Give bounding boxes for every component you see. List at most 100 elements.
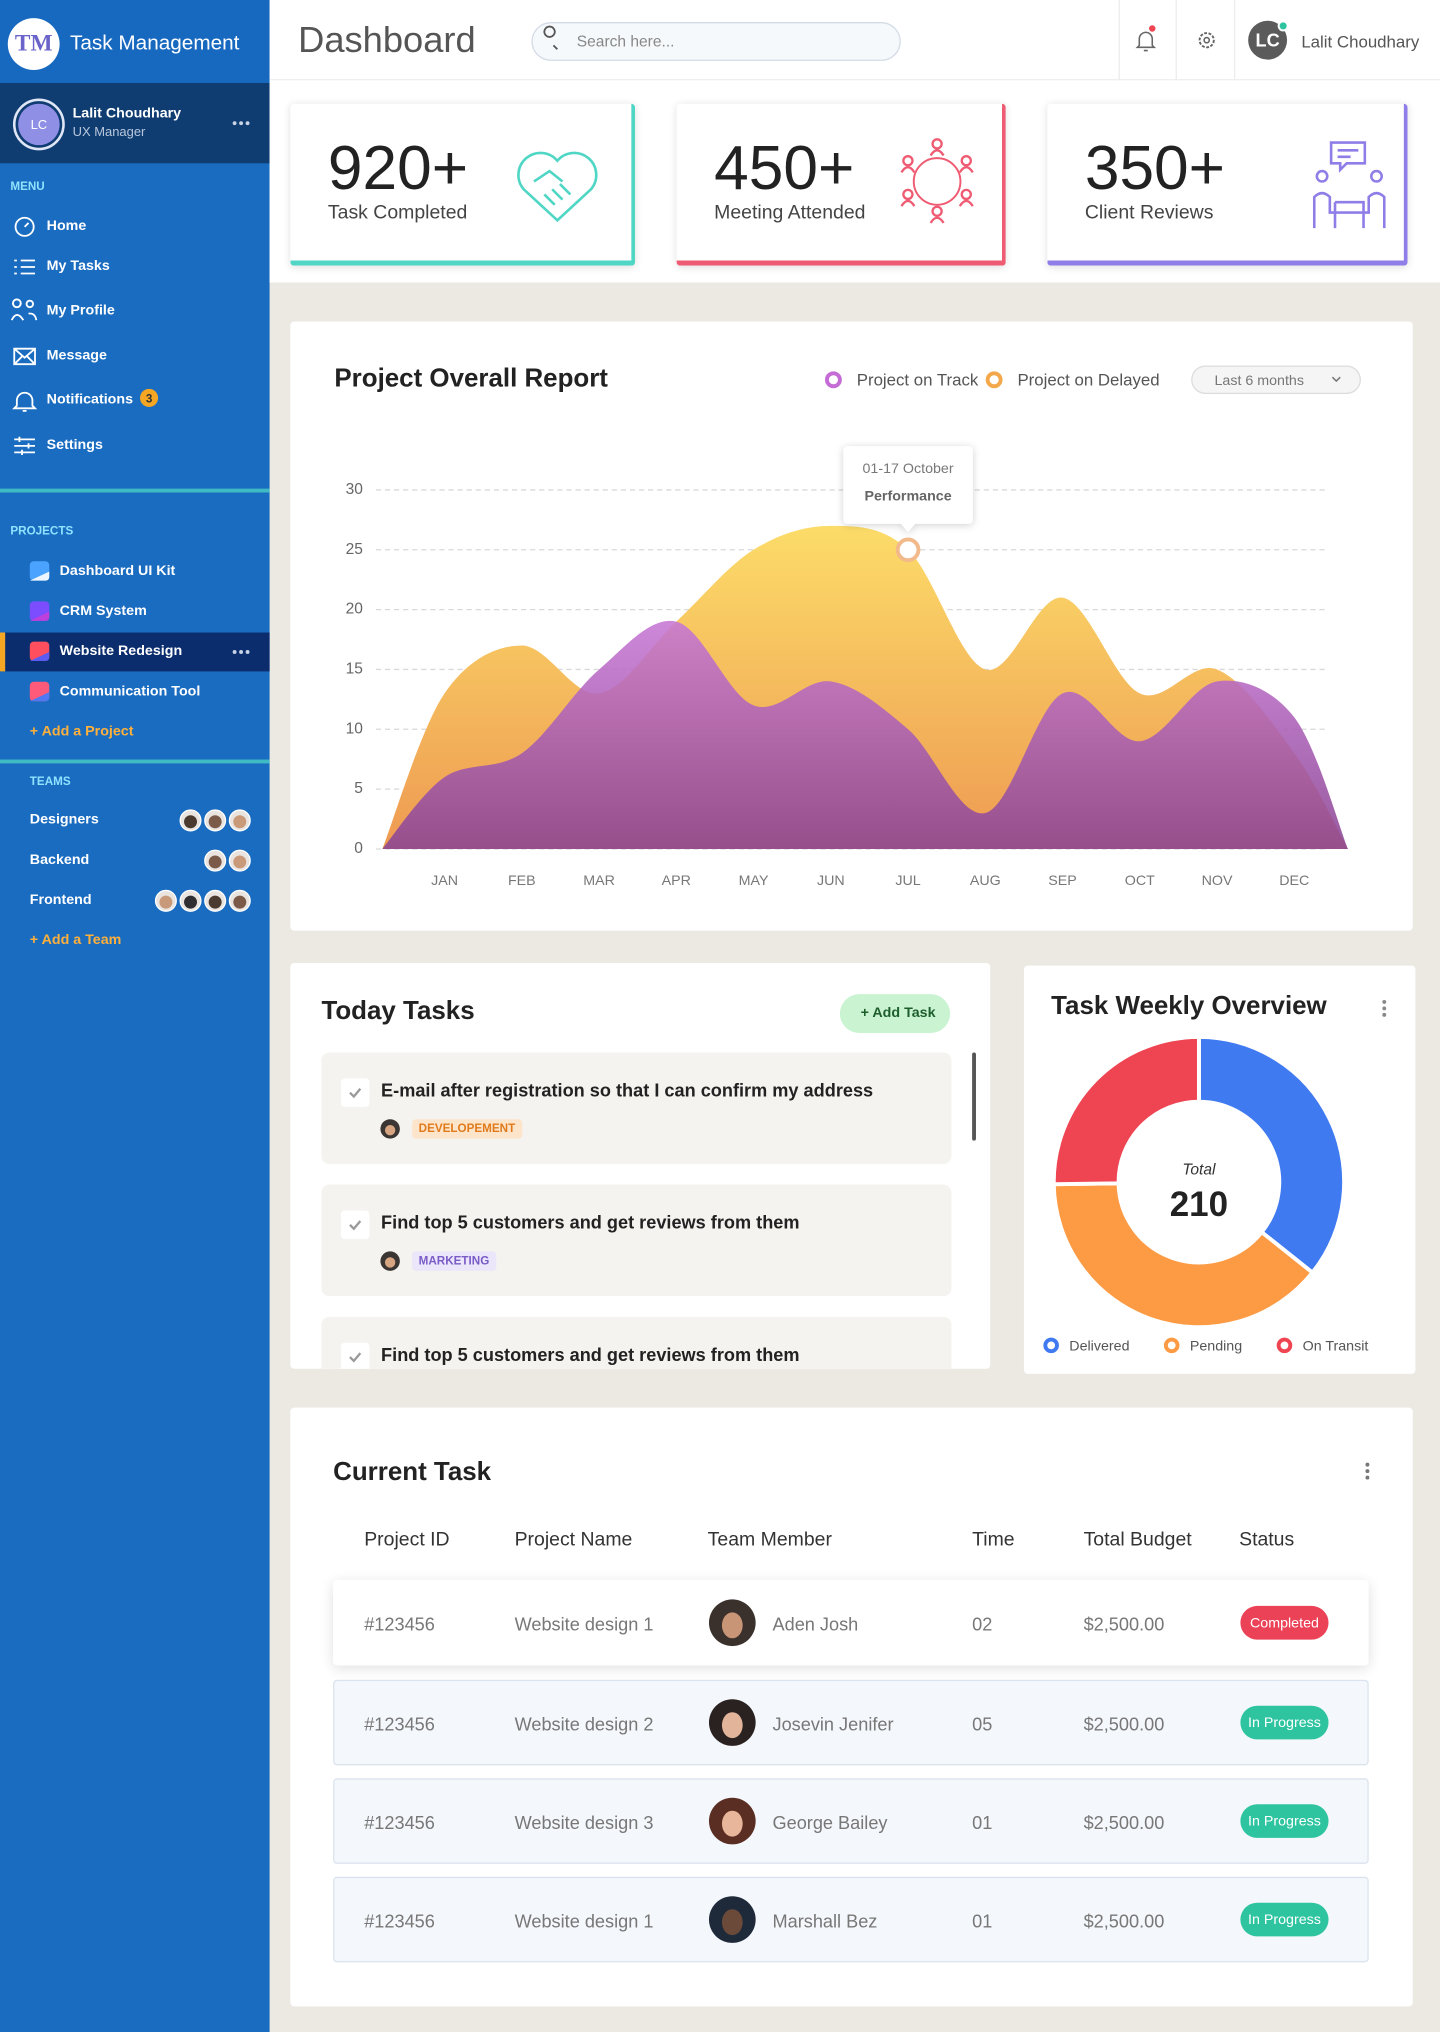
menu-item[interactable]: Notifications	[46, 392, 134, 408]
status-pill	[1240, 1705, 1329, 1740]
more-dot	[1382, 1012, 1387, 1017]
check-icon	[349, 1088, 362, 1099]
stat-value: 450+	[714, 134, 855, 204]
member-face	[208, 855, 222, 869]
stat-label: Client Reviews	[1084, 201, 1214, 224]
person-body	[900, 166, 916, 174]
dropdown[interactable]	[1191, 365, 1361, 395]
search-box[interactable]	[531, 22, 901, 61]
tasks-card: E-mail after registration so that I can …	[290, 963, 991, 1369]
table-row[interactable]	[333, 1679, 1369, 1766]
member-face	[208, 815, 222, 829]
search-placeholder[interactable]: Search here...	[576, 32, 675, 51]
search-icon	[543, 25, 558, 50]
menu-item[interactable]: Settings	[46, 437, 103, 453]
project-item[interactable]: Communication Tool	[59, 683, 201, 700]
table-row[interactable]	[333, 1876, 1369, 1963]
menu-item[interactable]: Home	[46, 218, 87, 234]
project-item[interactable]: Dashboard UI Kit	[59, 563, 176, 579]
area	[382, 620, 1348, 849]
bell-icon[interactable]	[1135, 31, 1157, 52]
reviews-icon	[1312, 141, 1386, 229]
task-text: E-mail after registration so that I can …	[381, 1079, 874, 1101]
divider	[0, 488, 270, 493]
add-task-button[interactable]	[839, 994, 951, 1034]
divider	[0, 759, 270, 764]
member-face	[233, 895, 247, 909]
check	[349, 1352, 362, 1363]
tooltip	[843, 446, 973, 533]
add-team[interactable]: + Add a Team	[29, 932, 122, 949]
stat-value: 920+	[327, 134, 469, 204]
project-item[interactable]: CRM System	[59, 603, 147, 619]
cell: Josevin Jenifer	[772, 1713, 894, 1735]
task-tag: DEVELOPEMENT	[412, 1119, 522, 1139]
tooltip-label: Performance	[865, 488, 952, 504]
person-head	[931, 205, 943, 217]
stat-card	[290, 103, 636, 266]
more-dot	[232, 121, 237, 126]
user-name: Lalit Choudhary	[72, 105, 182, 122]
menu-item[interactable]: My Profile	[46, 302, 115, 319]
y-tick-label: 25	[346, 541, 363, 558]
more-dot	[1382, 1006, 1387, 1011]
stat-label: Meeting Attended	[714, 201, 866, 224]
section-label: TEAMS	[29, 774, 71, 788]
team-item[interactable]: Designers	[29, 812, 99, 828]
cell: $2,500.00	[1083, 1910, 1165, 1932]
menu-icon	[14, 436, 35, 455]
task-item[interactable]: Find top 5 customers and get reviews fro…	[321, 1316, 952, 1369]
menu-item[interactable]: Message	[46, 348, 107, 364]
donut-segment	[1196, 1034, 1347, 1276]
x-tick-label: DEC	[1279, 873, 1309, 889]
more-dot	[1365, 1475, 1370, 1480]
team-item[interactable]: Backend	[29, 852, 90, 868]
more-dot	[1382, 999, 1387, 1004]
donut-center-value: 210	[1170, 1185, 1228, 1224]
table-row[interactable]	[333, 1579, 1369, 1666]
person-body	[958, 166, 974, 174]
cell: Marshall Bez	[772, 1910, 878, 1932]
team-item[interactable]: Frontend	[29, 892, 92, 908]
member-face	[208, 895, 222, 909]
icon	[14, 436, 35, 455]
task-item[interactable]: Find top 5 customers and get reviews fro…	[321, 1184, 952, 1297]
menu-icon	[13, 347, 36, 366]
person-head	[902, 188, 914, 201]
donut-title: Task Weekly Overview	[1051, 992, 1327, 1020]
status: In Progress	[1248, 1912, 1321, 1928]
task-item[interactable]: E-mail after registration so that I can …	[321, 1052, 952, 1164]
checkbox[interactable]	[340, 1342, 370, 1369]
badge-count: 3	[146, 392, 153, 405]
add-task-label[interactable]: + Add Task	[860, 1005, 936, 1021]
section-label: MENU	[10, 179, 45, 193]
stat-card	[1047, 103, 1408, 266]
legend-marker	[985, 371, 1003, 389]
x-tick-label: AUG	[970, 873, 1001, 889]
check-icon	[349, 1220, 362, 1231]
more-dot	[245, 650, 250, 654]
cell: Website design 3	[514, 1811, 654, 1833]
checkbox[interactable]	[340, 1210, 370, 1240]
header-initials: LC	[1256, 30, 1280, 50]
menu-icon	[10, 298, 38, 321]
more-dot	[239, 121, 244, 126]
person-head	[931, 138, 943, 150]
menu-item[interactable]: My Tasks	[46, 258, 110, 275]
project-item[interactable]: Website Redesign	[59, 643, 183, 660]
table-row[interactable]	[333, 1778, 1369, 1864]
team-avatars	[179, 809, 251, 832]
task-text: Find top 5 customers and get reviews fro…	[381, 1344, 800, 1365]
project-icon-accent	[29, 611, 50, 621]
icon	[12, 391, 38, 412]
member-face	[184, 895, 198, 909]
y-tick-label: 0	[354, 840, 363, 857]
add-project[interactable]: + Add a Project	[29, 723, 134, 740]
checkbox[interactable]	[340, 1078, 370, 1107]
cell: $2,500.00	[1083, 1811, 1165, 1833]
avatar	[380, 1119, 400, 1139]
more-dot	[232, 650, 237, 654]
cell: Website design 1	[514, 1613, 654, 1635]
avatar-skin	[384, 1257, 396, 1268]
